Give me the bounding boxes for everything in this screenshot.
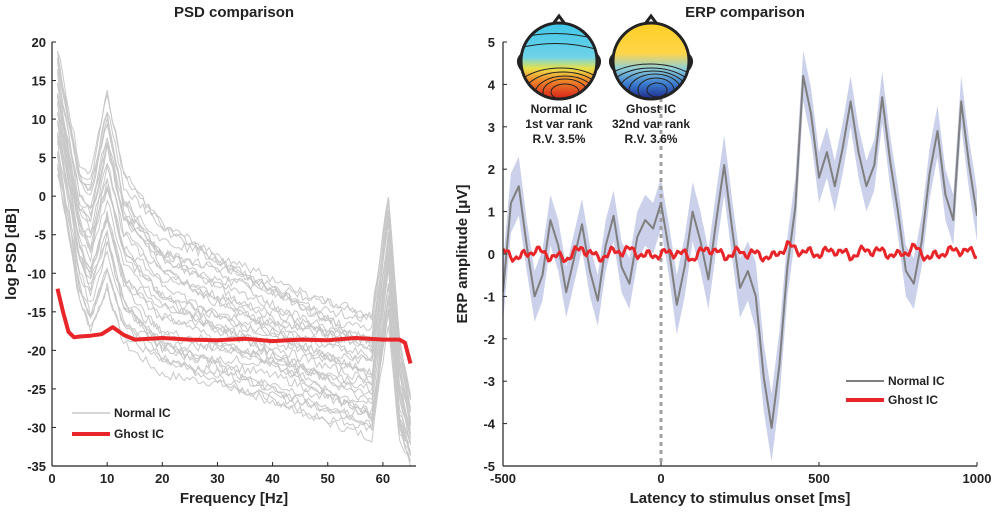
erp-y-tick-label: 1	[488, 205, 495, 220]
psd-normal-ic-trace	[57, 123, 411, 437]
psd-y-tick-label: -35	[27, 459, 46, 474]
erp-x-tick-label: -500	[490, 471, 516, 486]
erp-y-tick-label: -4	[483, 417, 495, 432]
erp-y-axis-label: ERP amplitude [μV]	[454, 185, 471, 324]
psd-x-tick-label: 30	[210, 471, 224, 486]
psd-normal-ic-trace	[57, 93, 411, 425]
psd-normal-ic-traces	[57, 51, 411, 466]
psd-y-tick-label: -30	[27, 420, 46, 435]
topomap-ghost-outline	[611, 21, 691, 101]
psd-normal-ic-trace	[57, 151, 411, 457]
psd-x-tick-label: 20	[155, 471, 169, 486]
topomap-ghost-nose	[643, 13, 659, 25]
psd-normal-ic-trace	[57, 51, 411, 397]
erp-y-tick-label: 4	[488, 77, 496, 92]
psd-y-tick-label: 0	[39, 189, 46, 204]
psd-x-tick-label: 40	[265, 471, 279, 486]
topomap-ghost-label-2: 32nd var rank	[612, 117, 690, 131]
erp-normal-ic-line	[503, 74, 977, 429]
psd-normal-ic-trace	[57, 174, 411, 462]
psd-y-axis-label: log PSD [dB]	[3, 208, 20, 300]
topomap-ghost-ic: Ghost IC 32nd var rank R.V. 3.6%	[609, 13, 693, 146]
psd-x-axis-label: Frequency [Hz]	[180, 490, 288, 507]
psd-y-tick-label: -25	[27, 382, 46, 397]
topomap-normal-nose	[551, 13, 567, 25]
erp-x-axis-label: Latency to stimulus onset [ms]	[630, 490, 851, 507]
psd-y-tick-label: -15	[27, 305, 46, 320]
erp-ghost-ic-line	[503, 240, 977, 264]
psd-normal-ic-trace	[57, 104, 411, 430]
psd-tick-labels: 0 10 20 30 40 50 6020151050-5-10-15-20-25-30-3…	[27, 35, 390, 486]
psd-y-tick-label: -5	[34, 228, 46, 243]
erp-panel: ERP comparison -500 0 500 1000543210-1-2-3-…	[454, 4, 991, 507]
erp-y-tick-label: 3	[488, 120, 495, 135]
psd-y-tick-label: -10	[27, 266, 46, 281]
topomap-normal-label-2: 1st var rank	[525, 117, 593, 131]
psd-legend-box	[66, 400, 186, 448]
erp-y-tick-label: -1	[483, 289, 495, 304]
psd-normal-ic-trace	[57, 111, 411, 439]
erp-x-tick-label: 0	[657, 471, 664, 486]
erp-axes	[502, 41, 978, 467]
erp-y-tick-label: -5	[483, 459, 495, 474]
psd-x-tick-label: 10	[100, 471, 114, 486]
erp-tick-labels: -500 0 500 1000 5 4 3 2 1 0 -1 -2 -3 -4 -5	[483, 35, 991, 486]
psd-normal-ic-trace	[57, 163, 411, 461]
erp-legend-normal-label: Normal IC	[888, 374, 945, 388]
topomap-normal-label-1: Normal IC	[531, 102, 588, 116]
psd-legend: Normal IC Ghost IC	[66, 400, 186, 448]
topomap-ghost-label-3: R.V. 3.6%	[625, 132, 678, 146]
psd-x-tick-label: 50	[321, 471, 335, 486]
psd-axes	[51, 41, 416, 467]
erp-y-tick-label: -2	[483, 332, 495, 347]
psd-normal-ic-trace	[57, 167, 411, 466]
psd-y-tick-label: 5	[39, 151, 46, 166]
erp-x-tick-label: 500	[808, 471, 830, 486]
psd-normal-ic-trace	[57, 132, 411, 446]
psd-x-tick-label: 0	[48, 471, 55, 486]
erp-y-tick-label: 5	[488, 35, 495, 50]
psd-x-tick-label: 60	[376, 471, 390, 486]
erp-y-tick-label: 2	[488, 162, 495, 177]
psd-ghost-ic-line	[55, 288, 413, 365]
psd-normal-ic-trace	[57, 135, 411, 444]
topomap-normal-label-3: R.V. 3.5%	[533, 132, 586, 146]
psd-title: PSD comparison	[174, 4, 294, 21]
topomap-normal-head	[521, 23, 597, 99]
psd-normal-ic-trace	[57, 57, 411, 398]
topomap-ghost-head	[613, 23, 689, 99]
psd-y-tick-label: -20	[27, 343, 46, 358]
psd-normal-ic-trace	[57, 120, 411, 444]
psd-legend-normal-label: Normal IC	[114, 406, 171, 420]
psd-legend-ghost-label: Ghost IC	[114, 427, 164, 441]
psd-normal-ic-trace	[57, 51, 411, 409]
psd-normal-ic-trace	[57, 95, 411, 422]
psd-normal-ic-trace	[57, 133, 411, 442]
topomap-ghost-label-1: Ghost IC	[626, 102, 676, 116]
erp-y-tick-label: 0	[488, 247, 495, 262]
erp-title: ERP comparison	[685, 4, 805, 21]
psd-panel: PSD comparison 0 10 20 30 40 50 6020151050-5-1…	[3, 4, 416, 507]
erp-y-tick-label: -3	[483, 374, 495, 389]
topomap-normal-ic: Normal IC 1st var rank R.V. 3.5%	[517, 13, 601, 146]
erp-legend: Normal IC Ghost IC	[846, 374, 945, 407]
psd-normal-ic-trace	[57, 97, 411, 427]
topomap-normal-outline	[519, 21, 599, 101]
psd-y-tick-label: 20	[32, 35, 46, 50]
psd-y-tick-label: 15	[32, 74, 46, 89]
erp-x-tick-label: 1000	[963, 471, 992, 486]
psd-y-tick-label: 10	[32, 112, 46, 127]
erp-legend-ghost-label: Ghost IC	[888, 393, 938, 407]
